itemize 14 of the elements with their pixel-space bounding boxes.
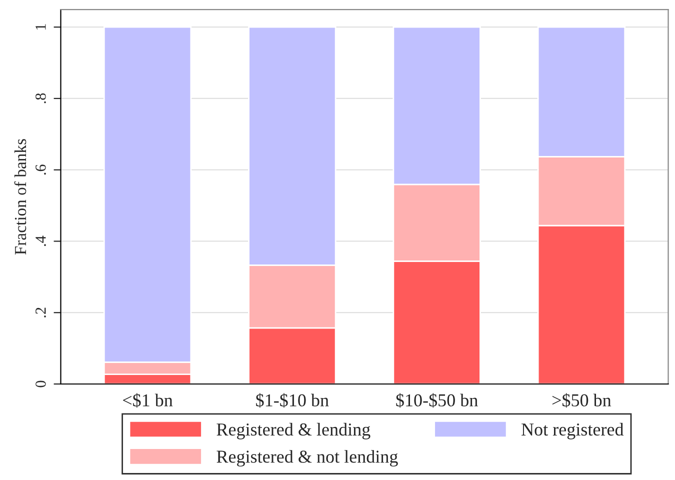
y-tick-label: .2	[36, 308, 46, 318]
y-tick-label: .8	[36, 93, 46, 104]
x-tick-label: $1-$10 bn	[256, 393, 329, 408]
y-tick-label: 0	[36, 380, 46, 388]
legend-label: Not registered	[522, 422, 624, 440]
legend-label: Registered & lending	[216, 422, 370, 440]
x-tick-label: >$50 bn	[552, 393, 612, 408]
x-tick-label: $10-$50 bn	[396, 393, 478, 408]
x-tick-label: <$1 bn	[123, 393, 173, 408]
y-tick-label: 1	[36, 24, 46, 30]
y-tick-label: .4	[36, 236, 46, 246]
y-tick-label: .6	[36, 164, 46, 175]
y-axis-title: Fraction of banks	[14, 139, 26, 255]
legend-label: Registered & not lending	[216, 450, 398, 467]
